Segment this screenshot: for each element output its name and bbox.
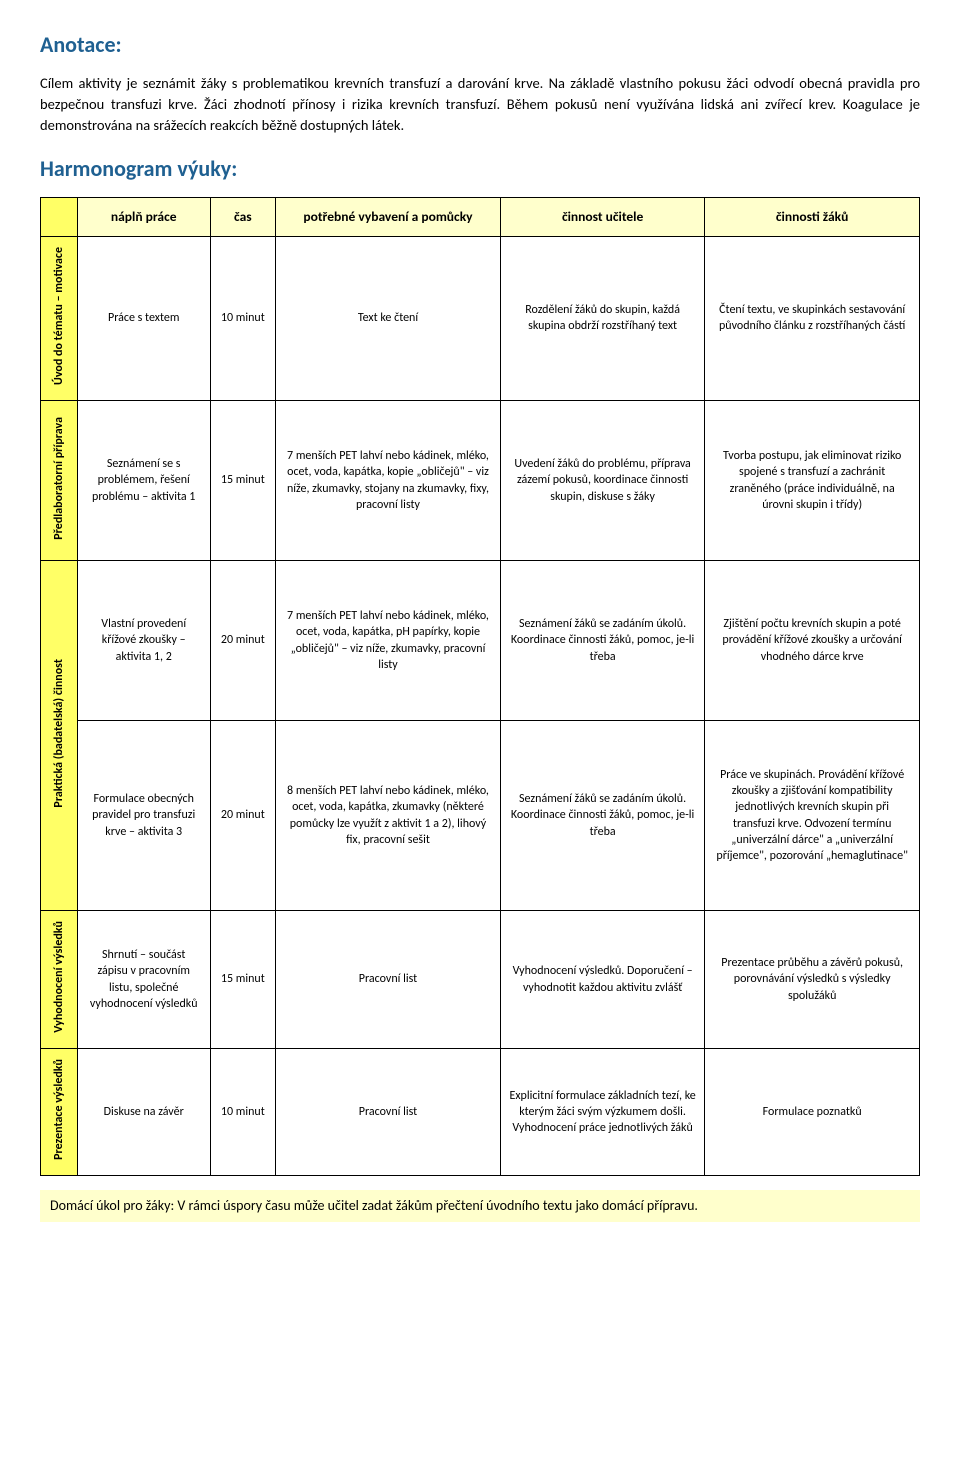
cell-time: 20 minut [210,721,275,911]
cell-teacher: Vyhodnocení výsledků. Doporučení – vyhod… [500,911,704,1049]
homework-label: Domácí úkol pro žáky: [50,1197,174,1214]
phase-label: Praktická (badatelská) činnost [41,561,78,911]
cell-teacher: Uvedení žáků do problému, příprava zázem… [500,401,704,561]
cell-teacher: Rozdělení žáků do skupin, každá skupina … [500,236,704,400]
cell-teacher: Explicitní formulace základních tezí, ke… [500,1048,704,1175]
annotation-heading: Anotace: [40,30,920,61]
table-row: Praktická (badatelská) činnost Vlastní p… [41,561,920,721]
cell-task: Seznámení se s problémem, řešení problém… [77,401,210,561]
table-row: Prezentace výsledků Diskuse na závěr 10 … [41,1048,920,1175]
cell-students: Práce ve skupinách. Provádění křížové zk… [705,721,920,911]
cell-equip: 7 menších PET lahví nebo kádinek, mléko,… [276,561,501,721]
cell-time: 10 minut [210,1048,275,1175]
header-teacher: činnost učitele [500,197,704,236]
homework-box: Domácí úkol pro žáky: V rámci úspory čas… [40,1190,920,1222]
phase-label: Vyhodnocení výsledků [41,911,78,1049]
homework-text: V rámci úspory času může učitel zadat žá… [177,1197,698,1214]
cell-task: Formulace obecných pravidel pro transfuz… [77,721,210,911]
cell-students: Formulace poznatků [705,1048,920,1175]
table-row: Vyhodnocení výsledků Shrnutí – součást z… [41,911,920,1049]
header-equip: potřebné vybavení a pomůcky [276,197,501,236]
cell-equip: 8 menších PET lahví nebo kádinek, mléko,… [276,721,501,911]
phase-label: Úvod do tématu – motivace [41,236,78,400]
annotation-text: Cílem aktivity je seznámit žáky s proble… [40,73,920,136]
header-students: činnosti žáků [705,197,920,236]
header-task: náplň práce [77,197,210,236]
cell-teacher: Seznámení žáků se zadáním úkolů. Koordin… [500,561,704,721]
cell-equip: Pracovní list [276,1048,501,1175]
cell-students: Zjištění počtu krevních skupin a poté pr… [705,561,920,721]
cell-teacher: Seznámení žáků se zadáním úkolů. Koordin… [500,721,704,911]
phase-label: Prezentace výsledků [41,1048,78,1175]
cell-time: 10 minut [210,236,275,400]
header-corner [41,197,78,236]
cell-time: 15 minut [210,911,275,1049]
phase-label: Předlaboratorní příprava [41,401,78,561]
harmonogram-heading: Harmonogram výuky: [40,154,920,185]
cell-task: Shrnutí – součást zápisu v pracovním lis… [77,911,210,1049]
cell-students: Čtení textu, ve skupinkách sestavování p… [705,236,920,400]
table-header-row: náplň práce čas potřebné vybavení a pomů… [41,197,920,236]
cell-task: Práce s textem [77,236,210,400]
cell-time: 15 minut [210,401,275,561]
cell-equip: Text ke čtení [276,236,501,400]
cell-students: Prezentace průběhu a závěrů pokusů, poro… [705,911,920,1049]
schedule-table: náplň práce čas potřebné vybavení a pomů… [40,197,920,1176]
cell-task: Vlastní provedení křížové zkoušky – akti… [77,561,210,721]
table-row: Formulace obecných pravidel pro transfuz… [41,721,920,911]
table-row: Úvod do tématu – motivace Práce s textem… [41,236,920,400]
cell-time: 20 minut [210,561,275,721]
cell-equip: 7 menších PET lahví nebo kádinek, mléko,… [276,401,501,561]
cell-students: Tvorba postupu, jak eliminovat riziko sp… [705,401,920,561]
table-row: Předlaboratorní příprava Seznámení se s … [41,401,920,561]
header-time: čas [210,197,275,236]
cell-equip: Pracovní list [276,911,501,1049]
cell-task: Diskuse na závěr [77,1048,210,1175]
